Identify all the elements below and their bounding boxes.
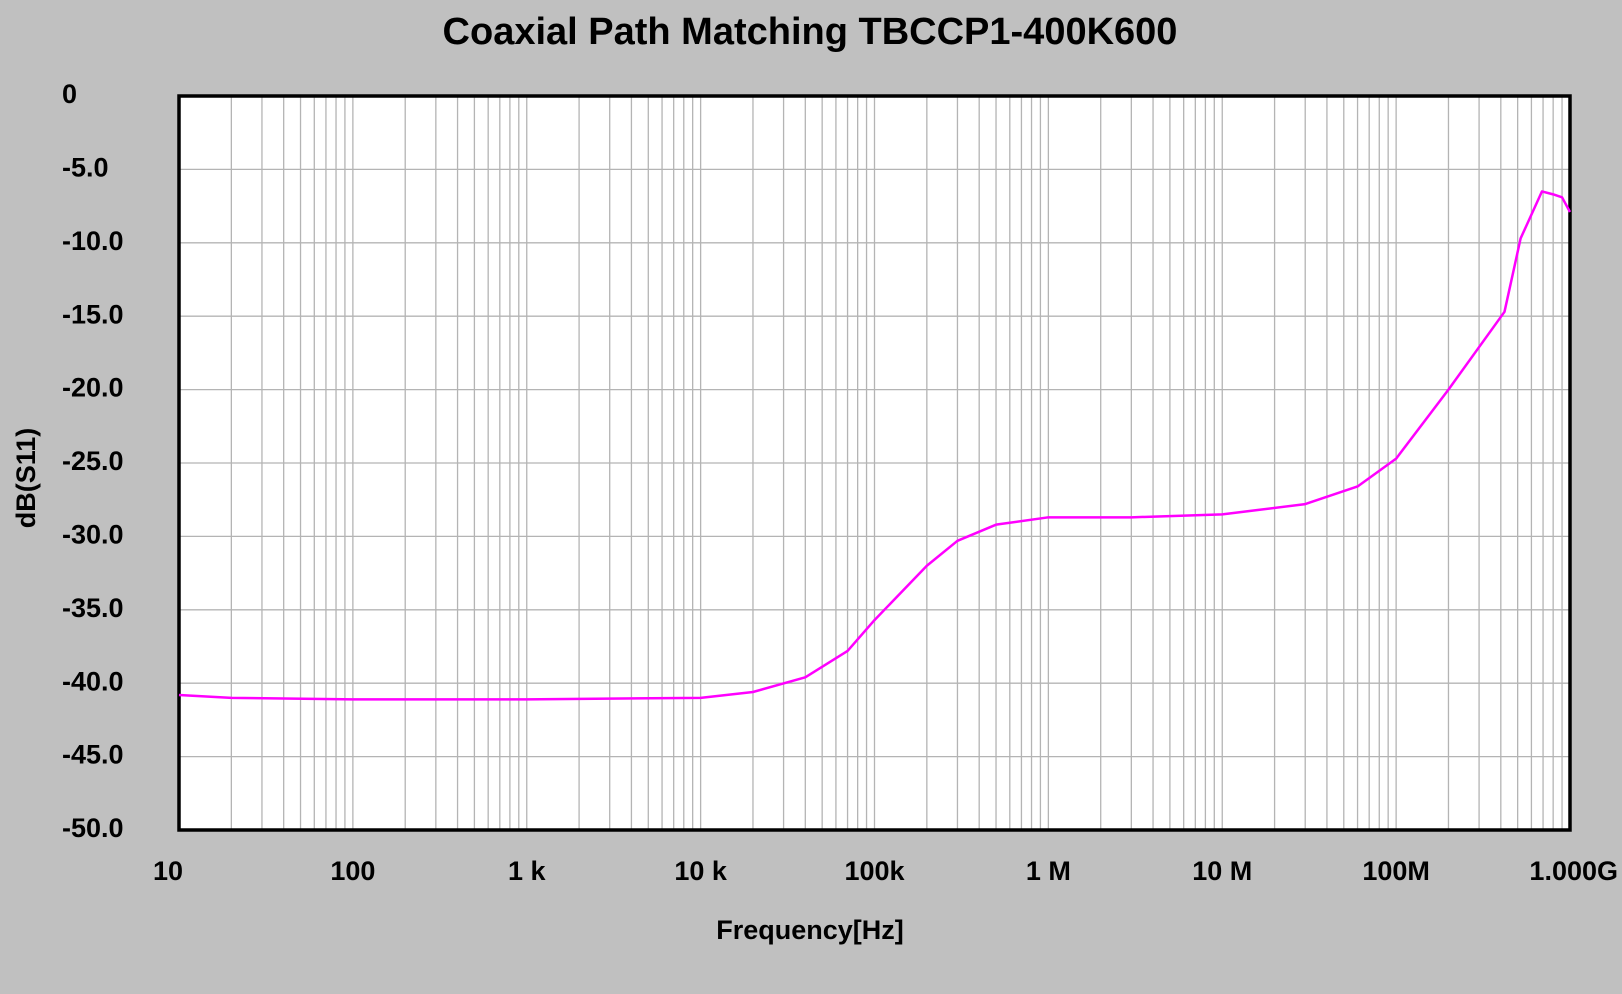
y-tick-label: -45.0 — [62, 740, 124, 770]
x-tick-label: 1 k — [508, 856, 547, 886]
y-tick-label: -15.0 — [62, 299, 124, 329]
x-tick-label: 1.000G — [1529, 856, 1618, 886]
x-tick-label: 100k — [844, 856, 905, 886]
x-axis-label: Frequency[Hz] — [716, 915, 904, 945]
data-line — [178, 190, 1572, 701]
y-tick-label: -50.0 — [62, 813, 124, 843]
x-tick-label: 10 — [153, 856, 183, 886]
y-axis-label: dB(S11) — [11, 428, 41, 529]
x-tick-label: 10 k — [674, 856, 728, 886]
y-tick-label: -25.0 — [62, 446, 124, 476]
y-tick-label: -35.0 — [62, 593, 124, 623]
y-tick-label: 0 — [62, 79, 77, 109]
x-tick-label: 10 M — [1192, 856, 1252, 886]
y-tick-label: -5.0 — [62, 153, 109, 183]
y-tick-label: -40.0 — [62, 666, 124, 696]
chart-title: Coaxial Path Matching TBCCP1-400K600 — [443, 11, 1178, 53]
y-tick-label: -20.0 — [62, 373, 124, 403]
plot-border — [177, 94, 1572, 832]
x-tick-label: 1 M — [1026, 856, 1071, 886]
x-tick-label: 100M — [1362, 856, 1430, 886]
y-tick-label: -10.0 — [62, 226, 124, 256]
y-tick-label: -30.0 — [62, 520, 124, 550]
x-tick-label: 100 — [330, 856, 375, 886]
